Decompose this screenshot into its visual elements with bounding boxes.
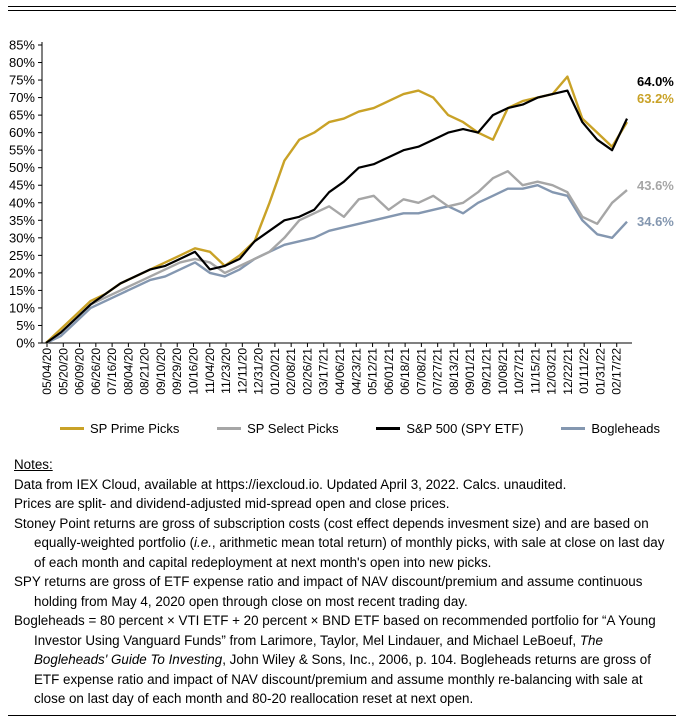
- legend-label-bogleheads: Bogleheads: [591, 420, 660, 436]
- y-tick-label: 65%: [9, 108, 35, 123]
- x-tick-label: 07/08/21: [414, 348, 428, 395]
- note-data-source: Data from IEX Cloud, available at https:…: [14, 476, 567, 492]
- note-bogle-book: The Bogleheads' Guide To Investing: [34, 632, 603, 668]
- legend-label-spy: S&P 500 (SPY ETF): [406, 420, 524, 436]
- x-tick-label: 10/27/21: [512, 348, 526, 395]
- legend-item-sp-select: SP Select Picks: [217, 421, 339, 436]
- y-tick-label: 15%: [9, 283, 35, 298]
- legend-swatch-sp-prime: [60, 426, 84, 430]
- note-bogleheads: Bogleheads = 80 percent × VTI ETF + 20 p…: [14, 611, 674, 709]
- chart-legend: SP Prime Picks SP Select Picks S&P 500 (…: [60, 418, 660, 438]
- x-tick-label: 01/31/22: [593, 348, 607, 395]
- legend-item-bogleheads: Bogleheads: [561, 421, 660, 436]
- note-spy: SPY returns are gross of ETF expense rat…: [14, 574, 643, 609]
- legend-label-sp-select: SP Select Picks: [247, 420, 339, 436]
- y-tick-label: 50%: [9, 160, 35, 175]
- x-tick-label: 11/15/21: [528, 348, 542, 394]
- legend-label-sp-prime: SP Prime Picks: [90, 420, 180, 436]
- x-tick-label: 02/17/22: [610, 348, 624, 395]
- x-tick-label: 11/04/20: [203, 348, 217, 394]
- x-tick-label: 04/23/21: [349, 348, 363, 395]
- x-tick-label: 08/21/20: [138, 348, 152, 395]
- y-tick-label: 5%: [16, 318, 35, 333]
- x-tick-label: 12/22/21: [561, 348, 575, 395]
- x-tick-label: 05/04/20: [40, 348, 54, 395]
- bottom-rule: [8, 715, 676, 716]
- x-tick-label: 06/18/21: [398, 348, 412, 395]
- x-tick-label: 07/16/20: [105, 348, 119, 395]
- end-label-spy: 64.0%: [637, 74, 674, 89]
- x-tick-label: 09/01/21: [463, 348, 477, 395]
- x-tick-label: 08/04/20: [121, 348, 135, 395]
- y-tick-label: 55%: [9, 143, 35, 158]
- notes-heading: Notes:: [14, 457, 53, 472]
- x-tick-label: 12/31/20: [252, 348, 266, 395]
- legend-item-spy: S&P 500 (SPY ETF): [376, 420, 524, 436]
- y-tick-label: 0%: [16, 336, 35, 351]
- y-tick-label: 75%: [9, 73, 35, 88]
- series-line-spy: [45, 89, 628, 344]
- x-tick-label: 05/12/21: [366, 348, 380, 395]
- note-stoney-post: , arithmetic mean total return) of month…: [34, 535, 665, 570]
- y-tick-label: 60%: [9, 125, 35, 140]
- end-label-bogleheads: 34.6%: [637, 214, 674, 229]
- x-tick-label: 09/29/20: [170, 348, 184, 395]
- x-tick-label: 07/27/21: [431, 348, 445, 395]
- x-tick-label: 09/21/21: [480, 348, 494, 395]
- x-tick-label: 11/23/20: [219, 348, 233, 394]
- top-rule-double: [8, 10, 676, 11]
- y-tick-label: 20%: [9, 265, 35, 280]
- y-tick-label: 45%: [9, 178, 35, 193]
- x-tick-label: 06/09/20: [73, 348, 87, 395]
- x-tick-label: 06/26/20: [89, 348, 103, 395]
- x-tick-label: 09/10/20: [154, 348, 168, 395]
- y-tick-label: 25%: [9, 248, 35, 263]
- x-tick-label: 02/26/21: [300, 348, 314, 395]
- series-line-sp-prime: [45, 75, 629, 344]
- series-line-sp-select: [45, 169, 628, 344]
- x-tick-label: 02/08/21: [284, 348, 298, 395]
- x-tick-label: 08/13/21: [447, 348, 461, 395]
- y-tick-label: 35%: [9, 213, 35, 228]
- note-prices: Prices are split- and dividend-adjusted …: [14, 496, 450, 511]
- end-label-sp-select: 43.6%: [637, 178, 674, 193]
- x-tick-label: 03/17/21: [317, 348, 331, 395]
- x-tick-label: 10/16/20: [187, 348, 201, 395]
- y-tick-label: 40%: [9, 195, 35, 210]
- x-tick-label: 12/11/20: [235, 348, 249, 394]
- x-tick-label: 05/20/20: [56, 348, 70, 395]
- y-tick-label: 30%: [9, 230, 35, 245]
- legend-swatch-sp-select: [217, 426, 242, 430]
- notes-section: Notes: Data from IEX Cloud, available at…: [14, 455, 674, 709]
- note-bogle-pre: Bogleheads = 80 percent × VTI ETF + 20 p…: [14, 613, 656, 648]
- returns-line-chart: 0% 5% 10% 15% 20% 25% 30% 35% 40% 45% 50% 55% 60% 65%…: [9, 38, 674, 395]
- y-tick-label: 10%: [9, 300, 35, 315]
- legend-swatch-spy: [376, 426, 401, 430]
- y-tick-label: 80%: [9, 55, 35, 70]
- top-rule: [8, 6, 676, 7]
- note-bogle-post: , John Wiley & Sons, Inc., 2006, p. 104.…: [34, 652, 651, 706]
- y-tick-label: 85%: [9, 38, 35, 53]
- note-stoney-pre: Stoney Point returns are gross of subscr…: [14, 515, 649, 551]
- legend-item-sp-prime: SP Prime Picks: [60, 421, 179, 436]
- note-stoney-ie: i.e.: [194, 535, 212, 550]
- x-tick-label: 04/06/21: [333, 348, 347, 395]
- x-tick-label: 01/11/22: [577, 348, 591, 394]
- legend-swatch-bogleheads: [561, 426, 586, 430]
- x-tick-label: 06/01/21: [382, 348, 396, 395]
- x-tick-label: 01/20/21: [268, 348, 282, 395]
- note-stoney-point: Stoney Point returns are gross of subscr…: [14, 514, 674, 573]
- series-line-bogleheads: [45, 183, 628, 345]
- x-tick-label: 10/08/21: [496, 348, 510, 395]
- y-tick-label: 70%: [9, 90, 35, 105]
- end-label-sp-prime: 63.2%: [637, 91, 674, 106]
- x-tick-label: 12/03/21: [545, 348, 559, 395]
